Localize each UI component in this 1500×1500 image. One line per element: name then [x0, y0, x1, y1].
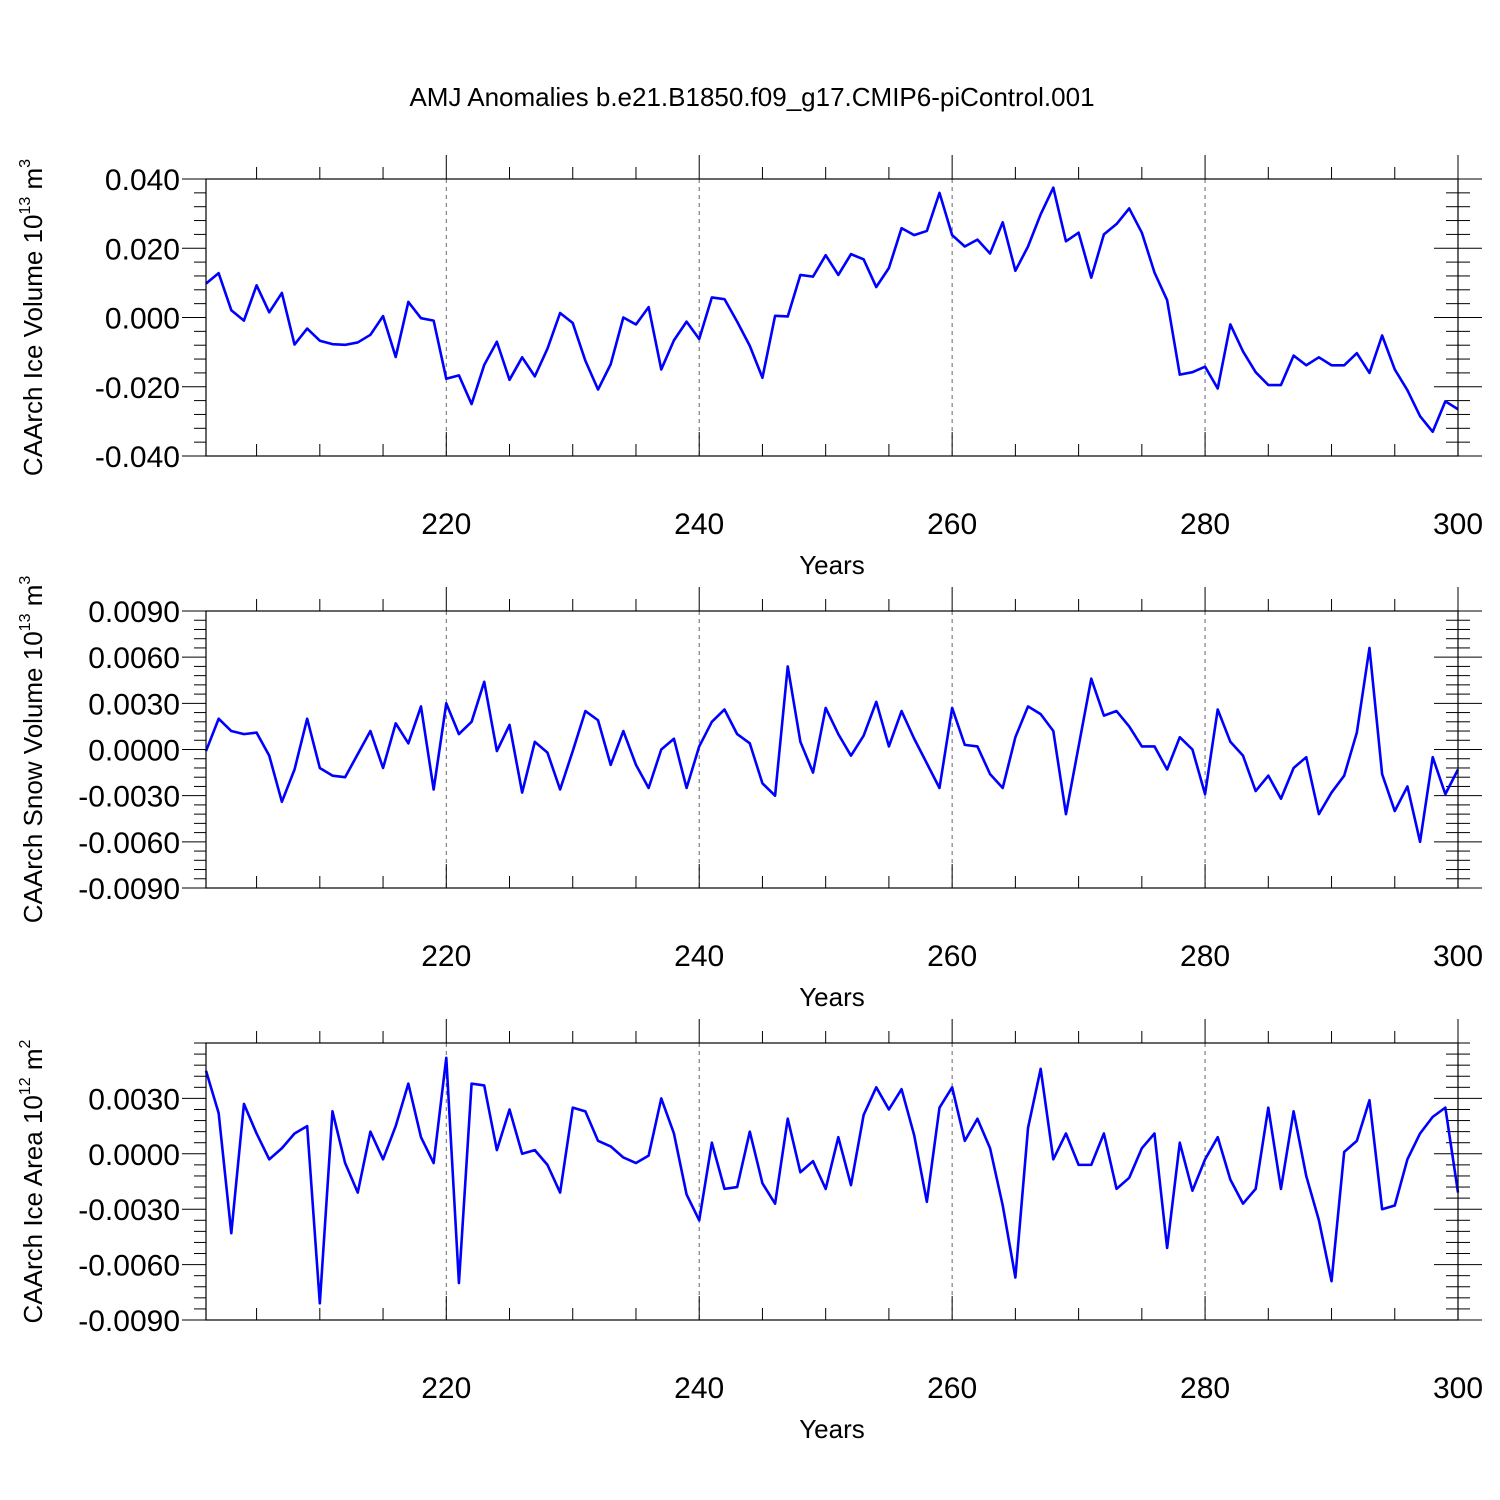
ice-volume-ytick-label: 0.000 [105, 303, 180, 336]
snow-volume-series-line [204, 646, 1460, 844]
snow-volume-ytick-label: -0.0090 [78, 873, 180, 906]
ice-volume-xtick-label-300: 300 [1433, 508, 1483, 541]
ice-area-ytick-label: -0.0060 [78, 1250, 180, 1283]
panel-ice-volume: 220 240 260 280 300 -0.040 -0.020 0.000 0.020 0.0… [17, 155, 1483, 580]
ice-area-xtick-label-260: 260 [927, 1372, 977, 1405]
ice-volume-xtick-label-240: 240 [674, 508, 724, 541]
ice-area-series-line [204, 1056, 1460, 1305]
ice-area-ylabel: CAArch Ice Area 1012 m2 [17, 1039, 48, 1323]
ice-volume-xtick-label-260: 260 [927, 508, 977, 541]
snow-volume-ytick-label: -0.0030 [78, 781, 180, 814]
ice-area-ytick-label: 0.0030 [88, 1083, 180, 1116]
ice-area-xtick-label-300: 300 [1433, 1372, 1483, 1405]
snow-volume-ytick-label: 0.0030 [88, 688, 180, 721]
snow-volume-xtick-label-280: 280 [1180, 940, 1230, 973]
ice-volume-ytick-label: -0.040 [95, 441, 180, 474]
snow-volume-xtick-label-260: 260 [927, 940, 977, 973]
snow-volume-ytick-label: -0.0060 [78, 827, 180, 860]
snow-volume-ylabel: CAArch Snow Volume 1013 m3 [17, 576, 48, 924]
snow-volume-xtick-label-240: 240 [674, 940, 724, 973]
ice-volume-ytick-label: 0.040 [105, 164, 180, 197]
ice-area-ytick-label: -0.0030 [78, 1194, 180, 1227]
ice-volume-xlabel: Years [799, 550, 865, 580]
ice-area-xlabel: Years [799, 1414, 865, 1444]
ice-volume-plot-frame [205, 178, 1459, 457]
snow-volume-plot-frame [205, 610, 1459, 889]
chart-title: AMJ Anomalies b.e21.B1850.f09_g17.CMIP6-… [409, 82, 1094, 112]
ice-volume-xtick-label-280: 280 [1180, 508, 1230, 541]
ice-volume-ytick-label: 0.020 [105, 233, 180, 266]
panel-snow-volume: 220 240 260 280 300 -0.0090 -0.0060 -0.0030 0.00… [17, 576, 1483, 1012]
ice-volume-ytick-label: -0.020 [95, 372, 180, 405]
ice-volume-ylabel: CAArch Ice Volume 1013 m3 [17, 159, 48, 476]
snow-volume-xlabel: Years [799, 982, 865, 1012]
ice-volume-xtick-label-220: 220 [421, 508, 471, 541]
ice-area-plot-frame [205, 1042, 1459, 1321]
ice-area-ytick-label: -0.0090 [78, 1305, 180, 1338]
snow-volume-xtick-label-220: 220 [421, 940, 471, 973]
panel-ice-area: 220 240 260 280 300 -0.0090 -0.0060 -0.0030 0.00… [17, 1019, 1483, 1444]
ice-area-ytick-label: 0.0000 [88, 1139, 180, 1172]
ice-area-xtick-label-220: 220 [421, 1372, 471, 1405]
ice-area-xtick-label-240: 240 [674, 1372, 724, 1405]
ice-area-xtick-label-280: 280 [1180, 1372, 1230, 1405]
snow-volume-ytick-label: 0.0090 [88, 596, 180, 629]
snow-volume-ytick-label: 0.0060 [88, 642, 180, 675]
snow-volume-ytick-label: 0.0000 [88, 735, 180, 768]
snow-volume-xtick-label-300: 300 [1433, 940, 1483, 973]
ice-volume-series-line [205, 186, 1459, 434]
